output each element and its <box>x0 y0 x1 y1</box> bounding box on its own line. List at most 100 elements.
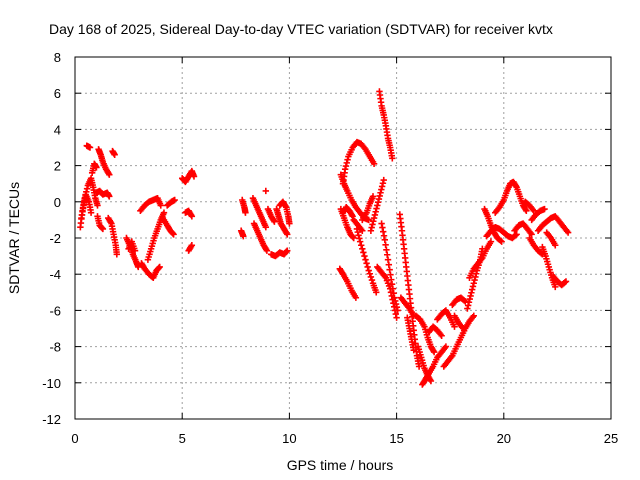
data-point <box>472 273 479 281</box>
x-axis-label: GPS time / hours <box>287 457 394 473</box>
data-point <box>86 144 94 151</box>
data-point <box>169 230 177 237</box>
data-point <box>410 347 417 354</box>
data-point <box>171 196 178 204</box>
data-point <box>380 176 387 184</box>
data-point <box>365 216 372 224</box>
data-point <box>283 248 290 255</box>
data-point <box>384 251 391 258</box>
data-point <box>155 264 163 272</box>
data-point <box>359 245 366 253</box>
data-point <box>359 227 366 234</box>
data-point <box>393 304 401 311</box>
data-point <box>343 159 350 167</box>
data-point <box>170 231 177 238</box>
data-point <box>378 220 385 227</box>
y-tick-label: -6 <box>49 303 61 318</box>
y-tick-label: 0 <box>54 195 61 210</box>
data-point <box>378 183 386 190</box>
data-point <box>383 246 390 253</box>
data-point <box>188 242 196 249</box>
data-point <box>464 305 471 312</box>
data-point <box>378 186 385 193</box>
data-point <box>430 348 438 356</box>
data-point <box>341 166 349 173</box>
data-point <box>356 238 364 245</box>
data-point <box>135 263 142 271</box>
data-point <box>469 283 477 290</box>
data-point <box>349 213 356 220</box>
data-point <box>350 234 357 242</box>
data-point <box>361 252 368 260</box>
data-point <box>271 218 278 225</box>
y-tick-label: 8 <box>54 50 61 65</box>
data-point <box>391 294 398 301</box>
y-tick-label: -2 <box>49 231 61 246</box>
data-point <box>381 236 389 244</box>
data-point <box>157 202 164 209</box>
data-point <box>392 310 399 318</box>
data-point <box>427 377 435 385</box>
data-series <box>77 88 572 388</box>
data-point <box>498 238 505 245</box>
data-point <box>369 221 376 228</box>
x-tick-label: 20 <box>497 431 511 446</box>
data-point <box>344 156 351 163</box>
data-point <box>393 314 400 321</box>
data-point <box>360 249 367 256</box>
data-point <box>375 195 383 203</box>
data-point <box>468 286 476 293</box>
data-point <box>371 211 379 219</box>
data-point <box>513 231 520 238</box>
y-tick-label: -4 <box>49 267 61 282</box>
data-point <box>390 290 397 297</box>
data-point <box>370 214 378 222</box>
data-point <box>113 251 121 258</box>
data-point <box>370 218 377 225</box>
y-tick-label: -12 <box>42 412 61 427</box>
data-point <box>262 187 270 195</box>
data-point <box>87 209 95 216</box>
data-point <box>368 224 375 231</box>
data-point <box>523 207 530 215</box>
data-point <box>388 280 396 288</box>
data-point <box>541 205 548 213</box>
data-point <box>190 173 198 180</box>
data-point <box>106 193 113 200</box>
data-point <box>262 223 270 231</box>
data-point <box>462 298 469 305</box>
data-point <box>460 297 468 304</box>
data-point <box>355 232 362 239</box>
data-point <box>374 199 382 206</box>
data-point <box>415 363 423 370</box>
x-tick-label: 25 <box>604 431 618 446</box>
data-point <box>379 180 387 187</box>
data-point <box>160 209 168 216</box>
y-tick-label: -8 <box>49 340 61 355</box>
data-point <box>284 247 291 254</box>
data-point <box>98 224 106 232</box>
data-point <box>362 256 369 263</box>
data-point <box>354 228 361 236</box>
data-point <box>93 164 100 171</box>
data-point <box>552 242 559 249</box>
data-point <box>372 208 379 215</box>
data-point <box>356 235 363 242</box>
data-point <box>561 279 569 286</box>
y-tick-label: 2 <box>54 159 61 174</box>
data-point <box>342 162 350 170</box>
x-tick-label: 0 <box>71 431 78 446</box>
data-point <box>470 280 477 287</box>
data-point <box>376 192 383 200</box>
data-point <box>83 185 91 192</box>
data-point <box>382 241 389 248</box>
data-point <box>286 220 293 227</box>
data-point <box>367 227 375 234</box>
x-tick-label: 15 <box>389 431 403 446</box>
chart-title: Day 168 of 2025, Sidereal Day-to-day VTE… <box>49 21 553 37</box>
data-point <box>373 289 380 296</box>
data-point <box>242 209 249 216</box>
y-tick-label: 6 <box>54 86 61 101</box>
data-point <box>470 312 477 320</box>
